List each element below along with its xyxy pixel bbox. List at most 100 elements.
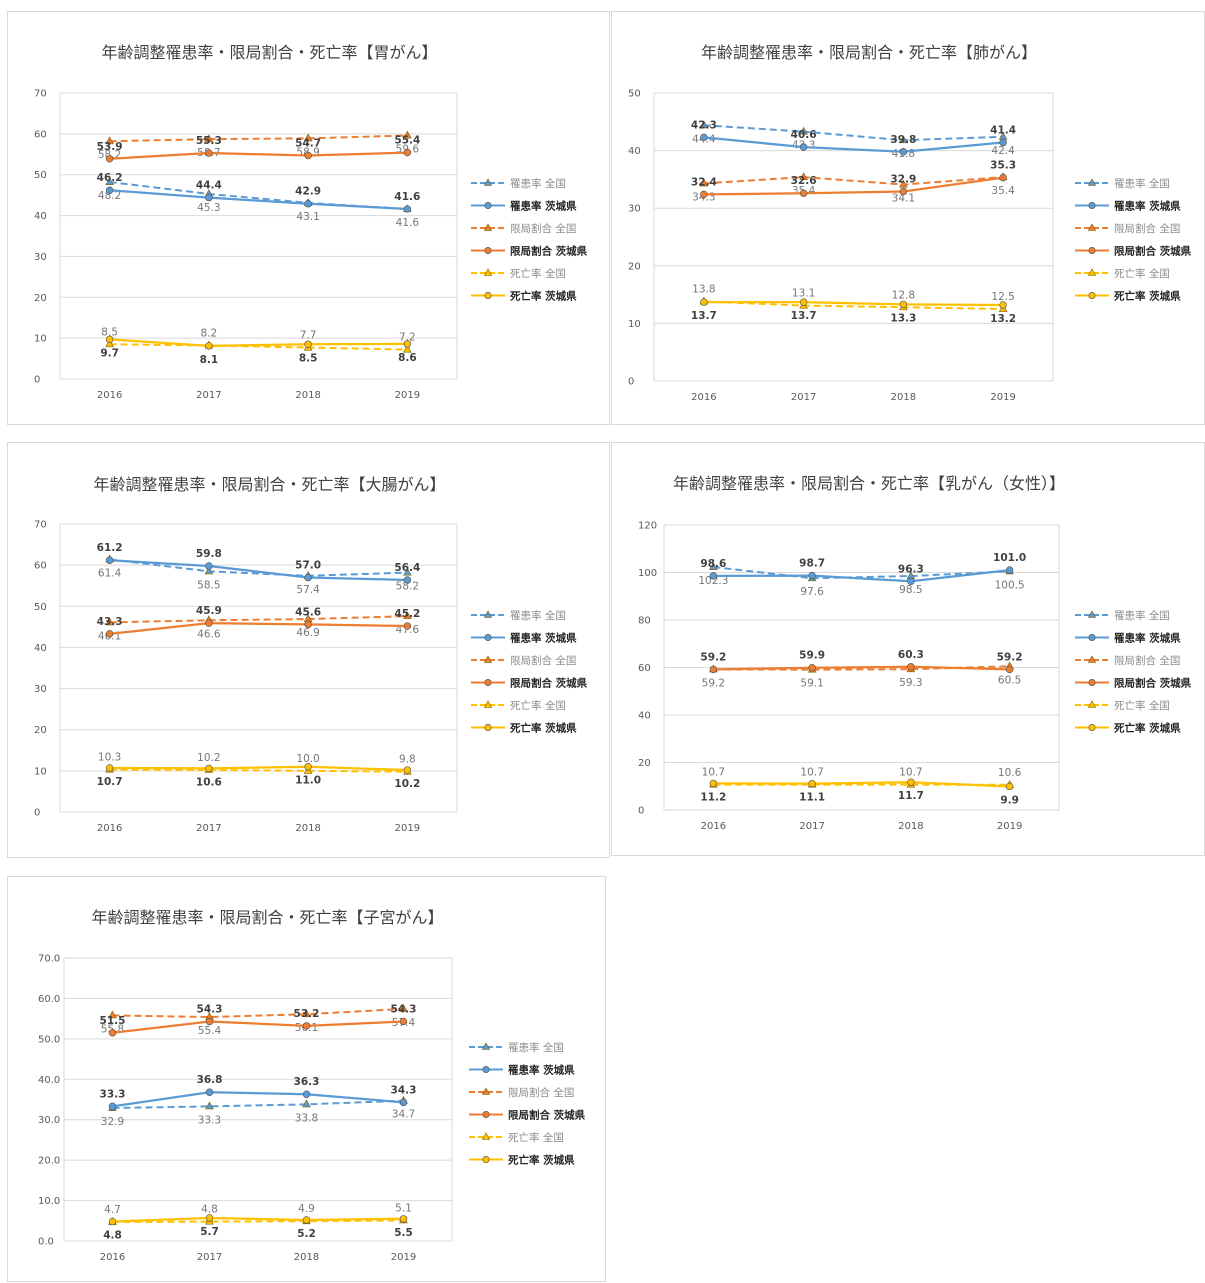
legend-item-loc_nat: 限局割合 全国: [469, 1086, 574, 1099]
data-label-mort_nat: 4.7: [104, 1204, 121, 1216]
y-tick-label: 40: [628, 146, 641, 157]
x-tick-label: 2018: [898, 821, 923, 832]
x-tick-label: 2018: [295, 390, 320, 401]
data-label-inc_ib: 42.9: [295, 186, 321, 198]
legend-item-inc_ib: 罹患率 茨城県: [471, 632, 577, 645]
point-marker-inc_ib: [305, 200, 312, 207]
legend-marker: [1089, 292, 1095, 298]
point-marker-mort_ib: [205, 343, 212, 350]
y-tick-label: 20: [34, 293, 47, 304]
data-label-mort_nat: 13.8: [692, 284, 715, 296]
data-label-mort_ib: 10.7: [97, 776, 123, 788]
legend-label: 限局割合 全国: [1114, 222, 1180, 235]
legend-label: 死亡率 全国: [508, 1131, 564, 1144]
data-label-inc_ib: 41.6: [394, 191, 420, 203]
y-tick-label: 30: [34, 684, 47, 695]
point-marker-mort_ib: [404, 340, 411, 347]
data-label-inc_ib: 98.6: [700, 558, 726, 570]
legend-marker: [483, 1066, 489, 1072]
data-label-mort_nat: 10.6: [998, 767, 1022, 779]
point-marker-mort_ib: [305, 341, 312, 348]
data-label-loc_ib: 45.6: [295, 606, 321, 618]
y-tick-label: 50.0: [38, 1034, 60, 1045]
legend-item-loc_ib: 限局割合 茨城県: [469, 1109, 586, 1122]
point-marker-loc_ib: [404, 149, 411, 156]
point-marker-loc_ib: [106, 155, 113, 162]
legend-item-inc_nat: 罹患率 全国: [471, 177, 566, 190]
data-label-mort_ib: 11.0: [295, 775, 321, 787]
point-marker-mort_ib: [710, 780, 717, 787]
legend-marker: [1089, 202, 1095, 208]
legend-label: 限局割合 茨城県: [1114, 677, 1192, 690]
y-tick-label: 40.0: [38, 1075, 60, 1086]
y-tick-label: 70.0: [38, 954, 60, 965]
legend-label: 死亡率 茨城県: [507, 1154, 575, 1167]
legend-label: 罹患率 茨城県: [510, 632, 577, 645]
data-label-loc_ib: 53.2: [294, 1008, 320, 1020]
legend-item-loc_ib: 限局割合 茨城県: [471, 245, 588, 258]
point-marker-loc_ib: [700, 191, 707, 198]
point-marker-loc_ib: [206, 1018, 213, 1025]
chart-title: 年齢調整罹患率・限局割合・死亡率【肺がん】: [701, 43, 1037, 62]
legend-label: 罹患率 茨城県: [508, 1064, 575, 1077]
point-marker-inc_ib: [106, 557, 113, 564]
data-label-mort_ib: 5.5: [394, 1227, 413, 1239]
y-tick-label: 100: [638, 568, 657, 579]
data-label-loc_ib: 60.3: [898, 649, 924, 661]
point-marker-loc_ib: [1000, 174, 1007, 181]
legend-marker: [485, 679, 491, 685]
data-label-loc_ib: 59.2: [997, 651, 1023, 663]
point-marker-loc_ib: [907, 663, 914, 670]
data-label-mort_ib: 8.6: [398, 352, 417, 364]
data-label-loc_ib: 32.9: [890, 173, 916, 185]
y-tick-label: 30: [34, 252, 47, 263]
data-label-inc_nat: 41.6: [396, 217, 420, 229]
legend-item-mort_ib: 死亡率 茨城県: [471, 290, 577, 303]
legend-label: 罹患率 茨城県: [510, 200, 577, 213]
legend-item-mort_ib: 死亡率 茨城県: [469, 1154, 575, 1167]
point-marker-inc_ib: [1006, 567, 1013, 574]
legend-item-loc_nat: 限局割合 全国: [1075, 654, 1180, 667]
legend-item-mort_nat: 死亡率 全国: [1075, 699, 1170, 712]
y-tick-label: 50: [34, 170, 47, 181]
data-label-mort_ib: 5.7: [200, 1226, 219, 1238]
legend-item-inc_nat: 罹患率 全国: [471, 609, 566, 622]
x-tick-label: 2019: [395, 390, 420, 401]
data-label-mort_ib: 4.8: [103, 1230, 122, 1242]
legend-label: 限局割合 茨城県: [1114, 245, 1192, 258]
y-tick-label: 10: [34, 334, 47, 345]
data-label-inc_nat: 57.4: [296, 584, 320, 596]
data-label-mort_ib: 9.9: [1000, 794, 1019, 806]
legend-marker: [1089, 724, 1095, 730]
data-label-inc_ib: 33.3: [100, 1088, 126, 1100]
x-tick-label: 2018: [294, 1252, 319, 1263]
x-tick-label: 2017: [196, 390, 221, 401]
point-marker-loc_ib: [710, 666, 717, 673]
x-tick-label: 2016: [701, 821, 726, 832]
point-marker-inc_ib: [205, 563, 212, 570]
point-marker-loc_ib: [205, 620, 212, 627]
data-label-loc_nat: 55.4: [198, 1025, 222, 1037]
point-marker-loc_ib: [900, 188, 907, 195]
point-marker-loc_ib: [106, 630, 113, 637]
point-marker-inc_ib: [305, 574, 312, 581]
y-tick-label: 120: [638, 521, 657, 532]
data-label-loc_nat: 60.5: [998, 674, 1021, 686]
data-label-inc_ib: 44.4: [196, 180, 222, 192]
data-label-mort_nat: 10.3: [98, 752, 121, 764]
series-line-loc_nat: [113, 1009, 404, 1017]
data-label-loc_ib: 59.9: [799, 650, 825, 662]
x-tick-label: 2019: [997, 821, 1022, 832]
legend-marker: [1089, 247, 1095, 253]
point-marker-mort_ib: [106, 336, 113, 343]
series-line-inc_ib: [110, 190, 408, 209]
y-tick-label: 10: [34, 766, 47, 777]
point-marker-inc_ib: [404, 577, 411, 584]
series-line-loc_ib: [113, 1021, 404, 1032]
data-label-mort_ib: 13.7: [691, 310, 717, 322]
legend-label: 罹患率 全国: [510, 177, 566, 190]
legend-label: 罹患率 全国: [1114, 609, 1170, 622]
legend-marker: [483, 1156, 489, 1162]
legend-label: 死亡率 全国: [1114, 699, 1170, 712]
